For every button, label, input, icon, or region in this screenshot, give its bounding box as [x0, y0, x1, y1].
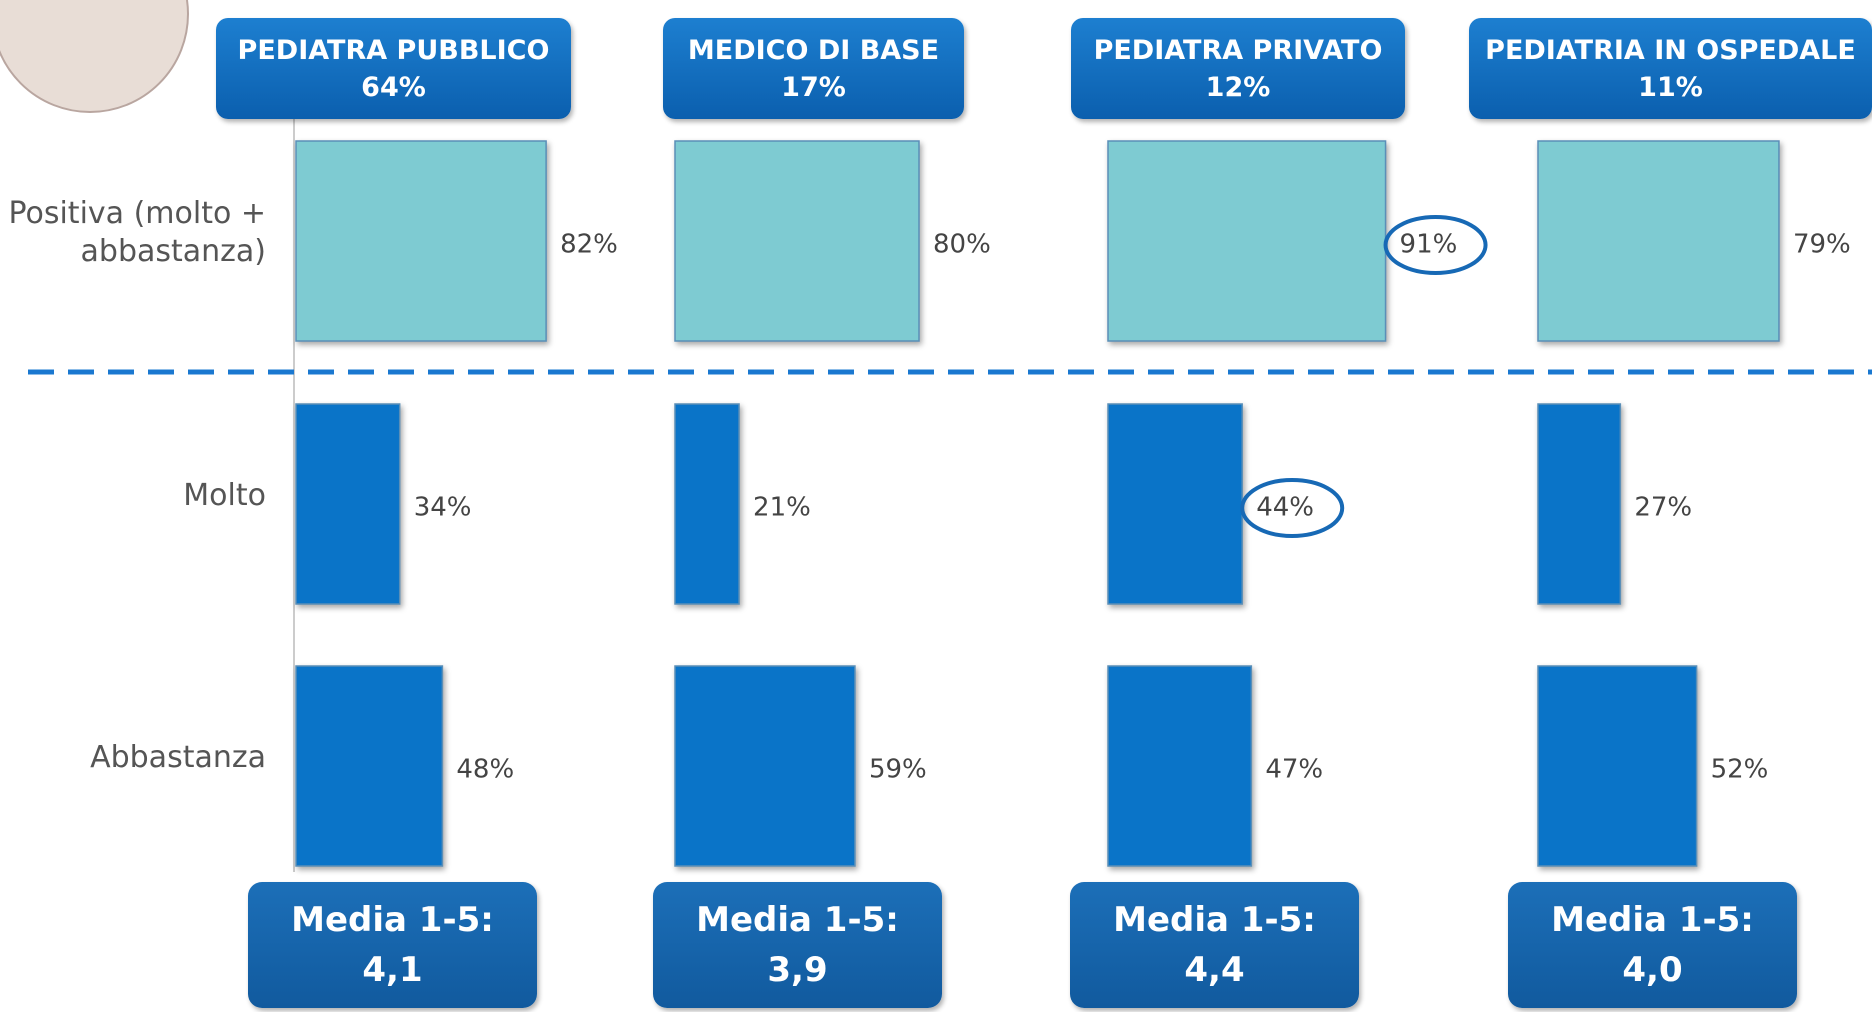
bar: [1107, 140, 1387, 342]
panel-title: PEDIATRA PUBBLICO: [237, 34, 550, 66]
mean-title: Media 1-5:: [1551, 900, 1754, 940]
photo: [0, 0, 189, 113]
value-label: 79%: [1793, 230, 1851, 260]
panel-title: PEDIATRA PRIVATO: [1093, 34, 1383, 66]
highlight-circle: [1383, 215, 1488, 275]
value-label: 82%: [560, 230, 618, 260]
mean-box: Media 1-5: 4,0: [1508, 882, 1797, 1008]
category-label: Positiva (molto + abbastanza): [8, 196, 266, 269]
bar: [1537, 403, 1622, 605]
bar: [295, 665, 444, 867]
bar: [1107, 665, 1253, 867]
bar: [674, 665, 856, 867]
bar: [295, 140, 547, 342]
panel-title: MEDICO DI BASE: [687, 34, 940, 66]
panel-share: 11%: [1638, 71, 1703, 103]
value-label: 27%: [1634, 493, 1692, 523]
value-label: 80%: [933, 230, 991, 260]
bar: [1537, 140, 1780, 342]
mean-box: Media 1-5: 3,9: [653, 882, 942, 1008]
highlight-circle: [1240, 478, 1345, 538]
mean-title: Media 1-5:: [1113, 900, 1316, 940]
mean-title: Media 1-5:: [291, 900, 494, 940]
mean-value: 4,0: [1622, 950, 1683, 990]
panel-share: 12%: [1205, 71, 1271, 103]
bar: [295, 403, 401, 605]
mean-box: Media 1-5: 4,1: [248, 882, 537, 1008]
value-label: 59%: [869, 755, 927, 785]
mean-box: Media 1-5: 4,4: [1070, 882, 1359, 1008]
bar: [674, 140, 920, 342]
panel-title: PEDIATRIA IN OSPEDALE: [1485, 34, 1856, 66]
panel-share: 17%: [781, 71, 846, 103]
mean-value: 3,9: [767, 950, 828, 990]
value-label: 91%: [1400, 230, 1458, 260]
bar: [1537, 665, 1698, 867]
value-label: 21%: [753, 493, 811, 523]
panel-header: MEDICO DI BASE 17%: [663, 18, 964, 119]
value-label: 47%: [1265, 755, 1323, 785]
category-label: Abbastanza: [90, 740, 266, 775]
category-label: Molto: [183, 478, 266, 513]
mean-value: 4,1: [362, 950, 423, 990]
panel-header: PEDIATRA PRIVATO 12%: [1071, 18, 1405, 119]
mean-title: Media 1-5:: [696, 900, 899, 940]
value-label: 34%: [414, 493, 472, 523]
panel-header: PEDIATRIA IN OSPEDALE 11%: [1469, 18, 1872, 119]
panel-header: PEDIATRA PUBBLICO 64%: [216, 18, 571, 119]
mean-value: 4,4: [1184, 950, 1245, 990]
bar: [1107, 403, 1243, 605]
value-label: 48%: [456, 755, 514, 785]
bar: [674, 403, 740, 605]
value-label: 44%: [1256, 493, 1314, 523]
value-label: 52%: [1711, 755, 1769, 785]
panel-share: 64%: [361, 71, 426, 103]
